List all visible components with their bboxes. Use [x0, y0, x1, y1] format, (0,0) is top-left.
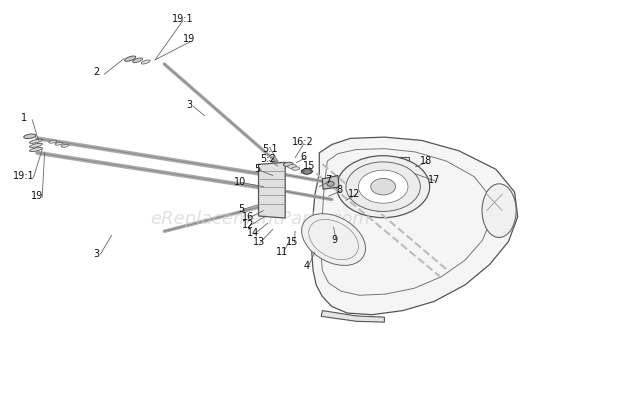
- Circle shape: [337, 156, 430, 218]
- Text: 19:1: 19:1: [13, 171, 34, 180]
- Text: 4: 4: [304, 261, 310, 271]
- Ellipse shape: [49, 140, 56, 143]
- Ellipse shape: [292, 167, 299, 170]
- Text: 17: 17: [428, 175, 440, 185]
- Circle shape: [327, 181, 334, 186]
- Text: 5:2: 5:2: [260, 154, 276, 164]
- Text: 1: 1: [20, 113, 27, 123]
- Text: 5: 5: [254, 164, 260, 174]
- Text: 15: 15: [303, 161, 315, 171]
- Text: 3: 3: [93, 249, 99, 259]
- Ellipse shape: [283, 162, 293, 166]
- Circle shape: [404, 173, 409, 176]
- Circle shape: [371, 178, 396, 195]
- Text: 19:1: 19:1: [172, 14, 193, 24]
- Text: 7: 7: [326, 175, 332, 185]
- Ellipse shape: [55, 142, 63, 145]
- Ellipse shape: [30, 147, 42, 152]
- Ellipse shape: [30, 143, 42, 147]
- Circle shape: [366, 164, 371, 167]
- Circle shape: [346, 162, 420, 211]
- Text: 16: 16: [242, 212, 254, 222]
- PathPatch shape: [366, 157, 409, 184]
- PathPatch shape: [321, 311, 384, 322]
- Ellipse shape: [301, 214, 366, 266]
- Circle shape: [358, 170, 408, 203]
- Text: 5:1: 5:1: [262, 144, 278, 154]
- Ellipse shape: [141, 60, 150, 64]
- PathPatch shape: [322, 176, 339, 189]
- Text: 12: 12: [242, 220, 254, 230]
- Ellipse shape: [61, 145, 69, 147]
- Text: 14: 14: [247, 228, 259, 238]
- PathPatch shape: [259, 162, 285, 218]
- Text: 12: 12: [348, 189, 361, 199]
- Text: 9: 9: [332, 235, 338, 245]
- Ellipse shape: [133, 58, 143, 63]
- Text: 2: 2: [93, 67, 99, 77]
- Text: 19: 19: [31, 191, 43, 201]
- Text: 15: 15: [286, 237, 299, 247]
- Text: 8: 8: [337, 185, 343, 195]
- Ellipse shape: [125, 56, 136, 61]
- Ellipse shape: [24, 134, 36, 138]
- Ellipse shape: [482, 184, 516, 237]
- Text: 5: 5: [239, 204, 245, 214]
- Text: 18: 18: [420, 156, 433, 166]
- Text: 10: 10: [234, 177, 247, 187]
- Circle shape: [303, 169, 311, 174]
- Text: 16:2: 16:2: [291, 138, 314, 147]
- Text: 6: 6: [301, 152, 307, 162]
- Text: eReplacementParts.com: eReplacementParts.com: [151, 210, 370, 228]
- Ellipse shape: [288, 164, 296, 169]
- Ellipse shape: [301, 169, 312, 174]
- Text: 3: 3: [186, 100, 192, 110]
- Ellipse shape: [30, 139, 42, 143]
- PathPatch shape: [312, 137, 518, 315]
- Text: 11: 11: [276, 247, 288, 257]
- Text: 13: 13: [253, 237, 265, 247]
- Text: 19: 19: [183, 34, 195, 44]
